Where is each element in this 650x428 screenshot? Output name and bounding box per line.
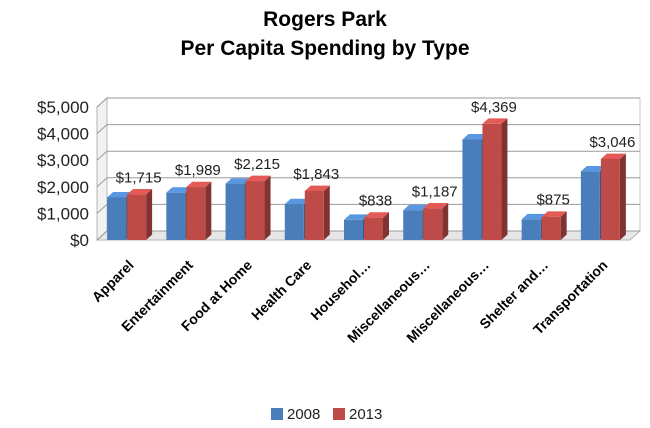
legend-swatch-2008 xyxy=(271,408,283,420)
bar-front xyxy=(541,216,561,240)
x-tick-label: Househol… xyxy=(307,257,373,323)
bar-top xyxy=(541,211,567,217)
bar-top xyxy=(107,192,133,198)
bar-side xyxy=(383,212,389,240)
bar-side xyxy=(442,203,449,240)
bar-front xyxy=(284,204,304,240)
bar-top xyxy=(186,181,212,188)
gridline xyxy=(96,203,640,214)
y-tick-label: $2,000 xyxy=(37,178,89,197)
bar-2013 xyxy=(423,203,449,240)
bar-top xyxy=(482,118,508,124)
bar-2013 xyxy=(127,188,153,240)
bar-2013 xyxy=(600,153,626,240)
bar-front xyxy=(521,219,541,240)
bar-side xyxy=(619,153,626,240)
legend: 2008 2013 xyxy=(271,406,382,423)
bar-top xyxy=(364,212,389,218)
gridline xyxy=(96,177,640,188)
data-label: $1,989 xyxy=(175,162,221,179)
data-label: $1,715 xyxy=(116,169,162,186)
gridline xyxy=(96,150,640,161)
bar-front xyxy=(600,158,620,240)
gridline xyxy=(96,97,640,108)
gridline xyxy=(96,124,640,134)
bar-top xyxy=(403,204,429,211)
data-labels: $1,715 $1,989 $2,215 $1,843 $838 $1,187 $4,369… xyxy=(116,99,636,210)
bar-front xyxy=(127,194,147,240)
bar-top xyxy=(245,175,271,182)
bars xyxy=(107,118,626,240)
bar-front xyxy=(462,139,482,240)
bar-2013 xyxy=(482,118,508,240)
bar-side xyxy=(323,185,330,240)
bar-front xyxy=(166,192,186,240)
bar-front xyxy=(482,123,502,240)
x-tick-label: Apparel xyxy=(89,257,137,305)
y-tick-label: $4,000 xyxy=(37,125,89,144)
y-axis-tick-labels: $0 $1,000 $2,000 $3,000 $4,000 $5,000 xyxy=(37,98,89,250)
bar-2013 xyxy=(364,212,389,240)
bar-top xyxy=(284,198,310,205)
bar-2013 xyxy=(245,175,271,240)
bar-side xyxy=(501,118,508,240)
bar-top xyxy=(166,187,192,193)
data-label: $875 xyxy=(536,192,569,209)
bar-top xyxy=(304,185,330,191)
chart-title-line-2: Per Capita Spending by Type xyxy=(181,37,470,60)
bar-front xyxy=(225,183,245,240)
bar-front xyxy=(580,171,600,240)
data-label: $3,046 xyxy=(589,134,635,151)
chart-title-line-1: Rogers Park xyxy=(263,8,387,31)
bar-top xyxy=(600,153,626,159)
bar-top xyxy=(127,188,153,195)
x-tick-label: Health Care xyxy=(248,257,314,323)
y-tick-label: $3,000 xyxy=(37,151,89,170)
bar-front xyxy=(186,187,206,240)
side-wall xyxy=(96,96,108,242)
bar-2013 xyxy=(304,185,330,240)
data-label: $2,215 xyxy=(234,156,280,173)
legend-swatch-2013 xyxy=(333,408,345,420)
bar-front xyxy=(107,197,127,240)
bar-2013 xyxy=(186,181,212,240)
bar-top xyxy=(225,178,251,184)
bar-top xyxy=(462,134,488,140)
gridline xyxy=(96,230,640,241)
bar-side xyxy=(264,175,271,240)
bar-top xyxy=(580,165,606,172)
y-tick-label: $0 xyxy=(70,231,89,250)
plot-area: $0$1,000$2,000$3,000$4,000$5,000 $1,715 $… xyxy=(37,96,642,346)
y-tick-label: $1,000 xyxy=(37,204,89,223)
data-label: $4,369 xyxy=(471,99,517,116)
bar-front xyxy=(344,219,363,240)
bar-front xyxy=(245,181,265,240)
bar-top xyxy=(344,214,369,220)
data-label: $1,843 xyxy=(293,166,339,183)
bar-front xyxy=(364,217,383,240)
bar-top xyxy=(423,203,449,209)
y-tick-label: $5,000 xyxy=(37,98,89,117)
bar-side xyxy=(146,188,153,240)
data-label: $1,187 xyxy=(412,183,458,200)
bar-front xyxy=(403,210,423,240)
bar-front xyxy=(423,208,443,240)
legend-label-2008: 2008 xyxy=(287,406,320,423)
bar-2013 xyxy=(541,211,567,240)
bar-side xyxy=(205,181,212,240)
bar-side xyxy=(560,211,567,240)
data-label: $838 xyxy=(359,193,392,210)
gridlines xyxy=(96,97,640,241)
legend-label-2013: 2013 xyxy=(349,406,382,423)
bar-top xyxy=(521,213,547,220)
bar-front xyxy=(304,190,324,240)
